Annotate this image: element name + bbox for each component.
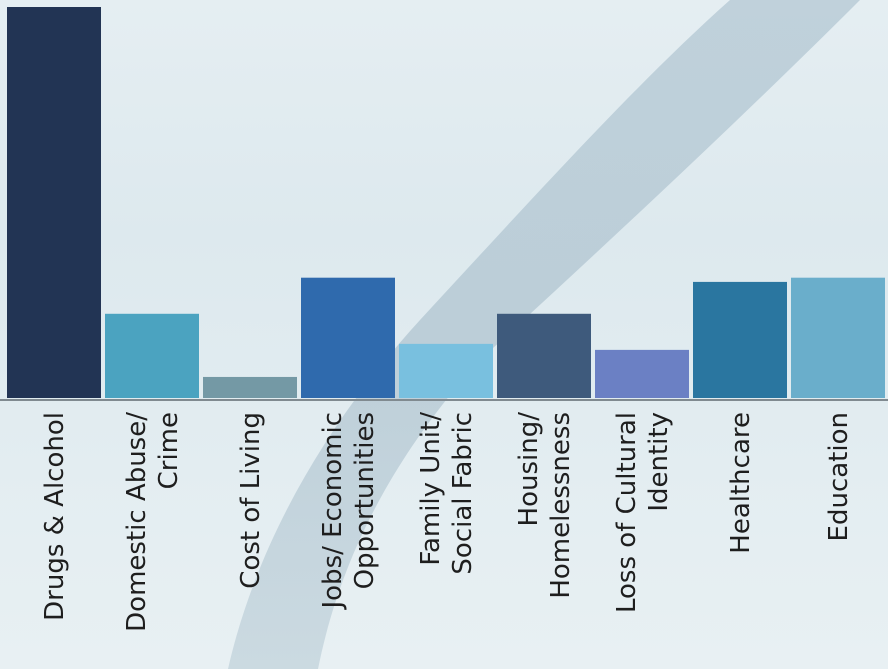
x-tick-label-line: Domestic Abuse/ — [122, 412, 152, 632]
x-tick-label-2: Domestic Abuse/Crime — [122, 412, 184, 632]
category-labels: Drugs & Alcohol Domestic Abuse/Crime Cost … — [40, 412, 854, 632]
x-tick-label-1: Drugs & Alcohol — [40, 412, 70, 621]
bar-1 — [7, 7, 101, 398]
x-tick-label-4: Jobs/ EconomicOpportunities — [318, 412, 380, 611]
x-tick-label-7: Loss of CulturalIdentity — [612, 412, 674, 613]
x-tick-label-line: Loss of Cultural — [612, 412, 642, 613]
x-tick-label-line: Identity — [644, 412, 674, 512]
x-tick-label-line: Education — [824, 412, 854, 541]
x-tick-label-5: Family Unit/Social Fabric — [416, 412, 478, 575]
bar-4 — [301, 277, 395, 398]
x-tick-label-line: Homelessness — [546, 412, 576, 599]
x-tick-label-line: Housing/ — [514, 412, 544, 527]
x-tick-label-line: Drugs & Alcohol — [40, 412, 70, 621]
bar-6 — [497, 313, 591, 398]
x-tick-label-line: Healthcare — [726, 412, 756, 554]
x-tick-label-line: Social Fabric — [448, 412, 478, 575]
x-tick-label-8: Healthcare — [726, 412, 756, 554]
background-decoration — [228, 0, 860, 669]
background-swoosh — [228, 0, 860, 669]
bars — [7, 7, 885, 398]
bar-7 — [595, 349, 689, 398]
bar-3 — [203, 376, 297, 398]
bar-8 — [693, 281, 787, 398]
bar-2 — [105, 313, 199, 398]
x-tick-label-line: Cost of Living — [236, 412, 266, 589]
x-tick-label-line: Family Unit/ — [416, 412, 446, 566]
x-tick-label-line: Crime — [154, 412, 184, 489]
x-tick-label-3: Cost of Living — [236, 412, 266, 589]
x-tick-label-6: Housing/Homelessness — [514, 412, 576, 599]
bar-9 — [791, 277, 885, 398]
x-tick-label-line: Jobs/ Economic — [318, 412, 348, 611]
bar-5 — [399, 343, 493, 398]
x-tick-label-line: Opportunities — [350, 412, 380, 589]
x-tick-label-9: Education — [824, 412, 854, 541]
